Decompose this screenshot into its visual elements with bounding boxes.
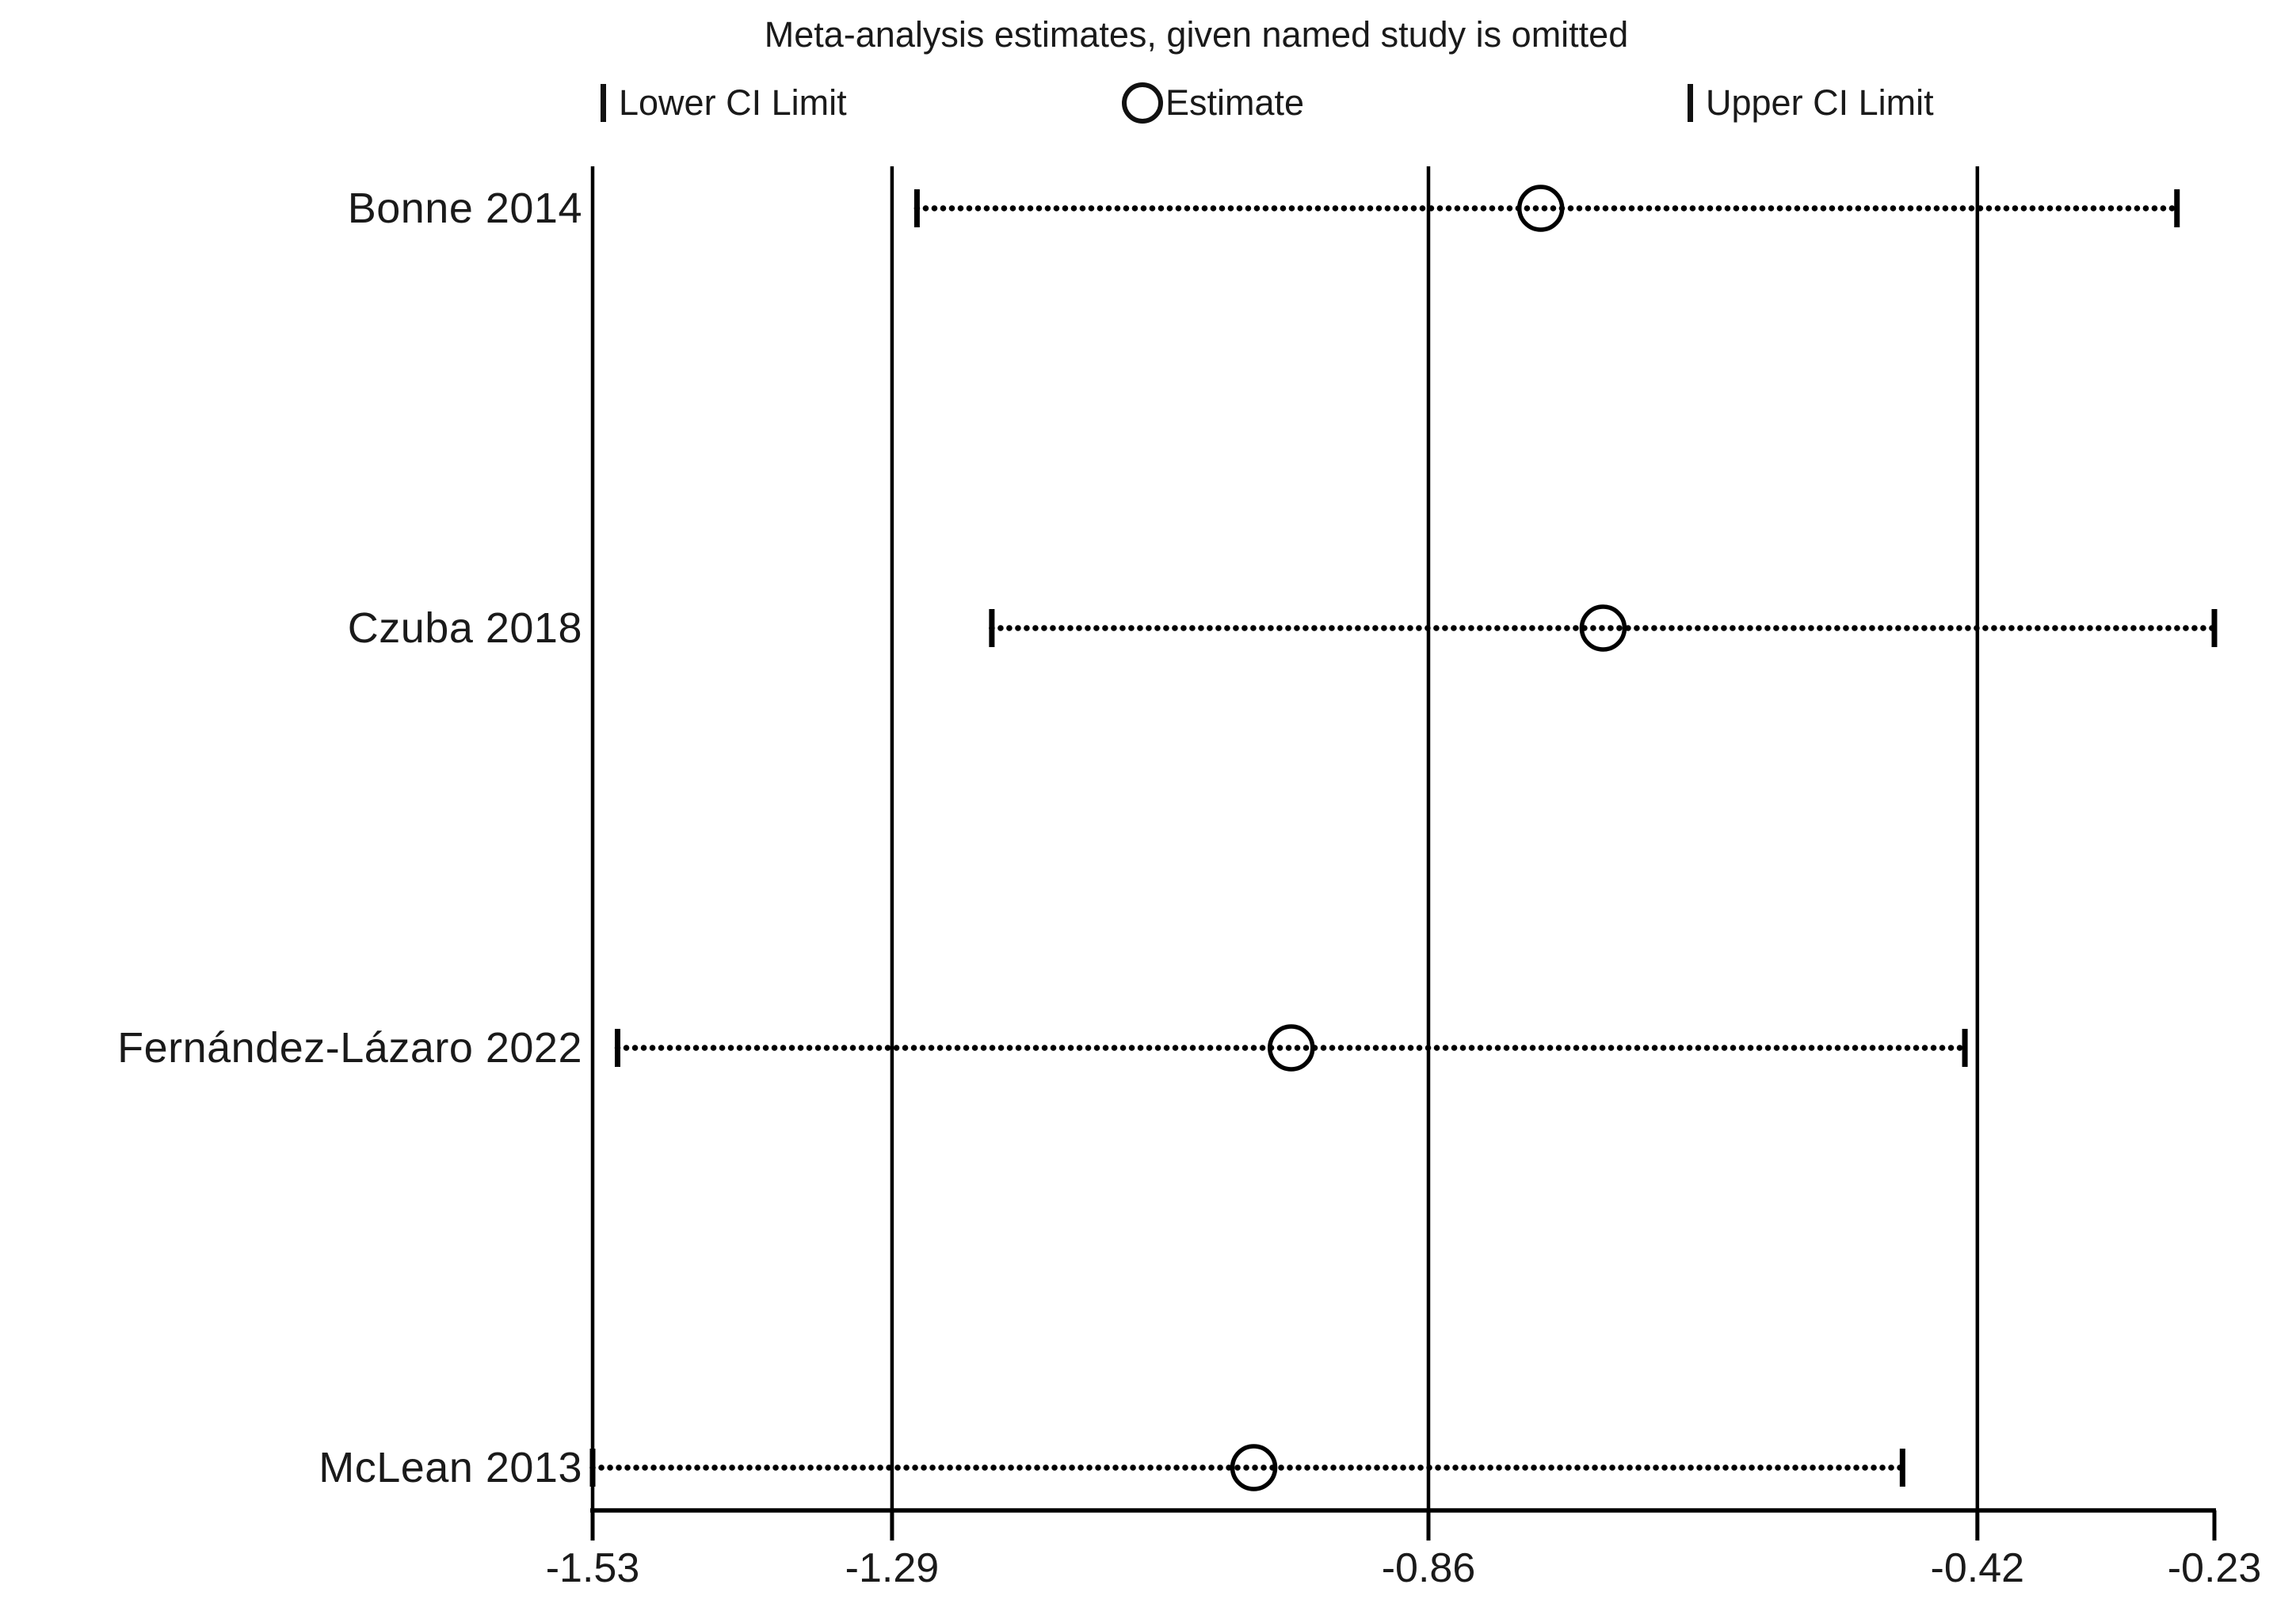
study-label: McLean 2013 [318,1444,582,1491]
estimate-marker [1268,1024,1315,1072]
ci-cap-icon [601,84,606,122]
x-tick-label: -0.23 [2167,1545,2262,1591]
estimate-marker [1579,604,1627,652]
x-tick-label: -0.86 [1381,1545,1476,1591]
x-tick-label: -1.29 [845,1545,940,1591]
chart-title: Meta-analysis estimates, given named stu… [764,14,1629,55]
x-tick-label: -1.53 [545,1545,640,1591]
x-tick-label: -0.42 [1930,1545,2025,1591]
legend-label-upper-ci: Upper CI Limit [1706,82,1934,123]
study-label: Bonne 2014 [347,185,582,232]
legend-item-lower-ci: Lower CI Limit [601,82,847,124]
estimate-marker [1230,1444,1278,1491]
legend-label-lower-ci: Lower CI Limit [619,82,847,123]
legend-item-upper-ci: Upper CI Limit [1688,82,1934,124]
open-circle-icon [1122,82,1163,124]
study-label: Czuba 2018 [347,604,582,652]
ci-cap-icon [1688,84,1693,122]
legend-label-estimate: Estimate [1165,82,1305,123]
study-label: Fernández-Lázaro 2022 [117,1024,582,1072]
estimate-marker [1516,185,1565,232]
legend-item-estimate: Estimate [1122,82,1304,124]
